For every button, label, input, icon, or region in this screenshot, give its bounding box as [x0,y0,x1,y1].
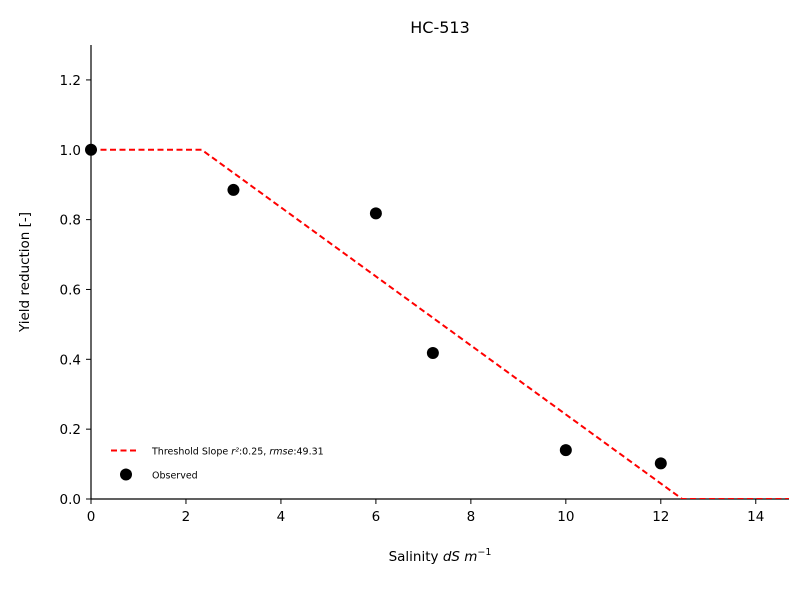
x-tick-label: 4 [277,509,286,525]
chart-title: HC-513 [410,18,470,37]
y-tick-label: 0.2 [60,422,81,438]
y-axis-ticks: 0.0 0.2 0.4 0.6 0.8 1.0 1.2 [60,73,91,508]
x-tick-label: 12 [652,509,669,525]
legend-label-threshold-slope: Threshold Slope r²:0.25, rmse:49.31 [151,447,324,458]
observed-point [426,347,439,360]
x-tick-label: 10 [557,509,574,525]
y-tick-label: 0.0 [60,492,81,508]
legend: Threshold Slope r²:0.25, rmse:49.31 Obse… [111,447,324,482]
observed-point [369,207,382,220]
y-tick-label: 0.6 [60,282,81,298]
observed-point [559,444,572,457]
x-axis-ticks: 0 2 4 6 8 10 12 14 [87,499,764,525]
legend-label-observed: Observed [152,471,198,482]
y-tick-label: 1.0 [60,143,81,159]
observed-point [654,457,667,470]
plot-area [85,45,789,500]
x-tick-label: 14 [747,509,764,525]
x-tick-label: 2 [182,509,191,525]
legend-marker-swatch [120,468,132,481]
y-tick-label: 0.8 [60,213,81,229]
observed-point [227,183,240,196]
x-tick-label: 6 [372,509,381,525]
y-tick-label: 1.2 [60,73,81,89]
y-axis-title: Yield reduction [-] [17,212,33,333]
x-axis-title: Salinity dS m−1 [389,547,492,565]
y-tick-label: 0.4 [60,352,81,368]
x-tick-label: 0 [87,509,96,525]
x-tick-label: 8 [467,509,476,525]
